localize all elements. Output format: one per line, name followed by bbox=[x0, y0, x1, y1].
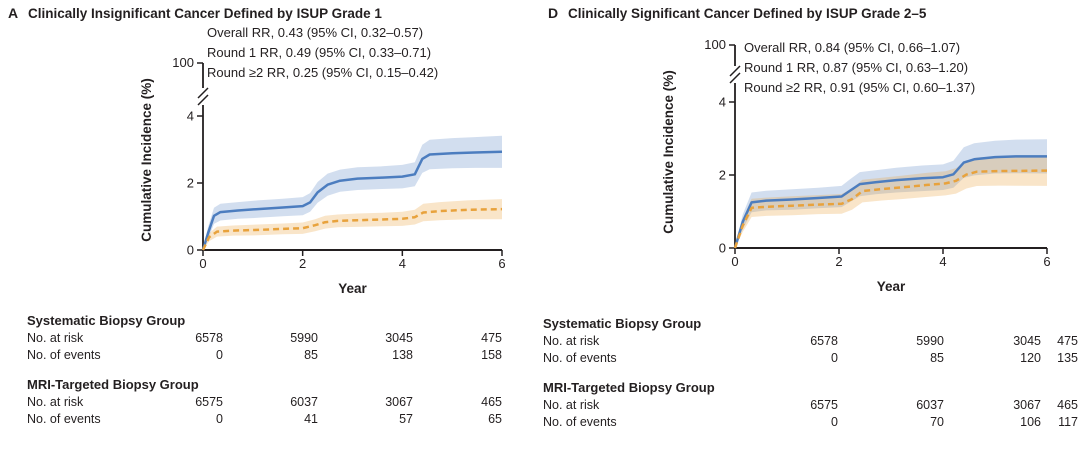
mri-targeted-curve bbox=[733, 169, 1048, 249]
panel-a-chart: 0 2 4 100 0 2 4 6 Year Cumulative Incidence (%) Ov… bbox=[139, 25, 506, 296]
risk-row-label: No. at risk bbox=[27, 331, 84, 345]
panel-d: D Clinically Significant Cancer Defined b… bbox=[540, 0, 1080, 454]
risk-value: 117 bbox=[1058, 415, 1078, 429]
panel-d-heading: Clinically Significant Cancer Defined by… bbox=[568, 6, 927, 21]
x-tick-label: 0 bbox=[199, 256, 206, 271]
panel-d-chart: 0 2 4 100 0 2 4 6 Year Cumulative Incidence (%) Ov… bbox=[661, 37, 1051, 294]
axis-break-slash bbox=[197, 87, 209, 99]
y-tick-label: 4 bbox=[719, 95, 726, 110]
risk-value: 6037 bbox=[916, 398, 944, 412]
risk-row-label: No. at risk bbox=[27, 395, 84, 409]
y-tick-label: 2 bbox=[187, 176, 194, 191]
risk-value: 3067 bbox=[385, 395, 413, 409]
risk-value: 6578 bbox=[810, 334, 838, 348]
risk-value: 106 bbox=[1020, 415, 1041, 429]
risk-value: 3045 bbox=[385, 331, 413, 345]
y-tick-label-100: 100 bbox=[172, 55, 194, 70]
risk-value: 465 bbox=[1057, 398, 1078, 412]
risk-value: 70 bbox=[930, 415, 944, 429]
risk-row-label: No. of events bbox=[543, 351, 617, 365]
x-tick-label: 6 bbox=[498, 256, 505, 271]
panel-a-title: A Clinically Insignificant Cancer Defined… bbox=[8, 5, 382, 21]
risk-row-label: No. at risk bbox=[543, 398, 600, 412]
axis-break-slash bbox=[729, 65, 741, 77]
x-axis-title: Year bbox=[338, 281, 367, 296]
risk-value: 158 bbox=[481, 348, 502, 362]
risk-value: 0 bbox=[216, 348, 223, 362]
panel-d-risk-table: Systematic Biopsy Group No. at risk 6578 59… bbox=[540, 0, 1080, 454]
axis-break-gap bbox=[732, 66, 738, 83]
risk-row-label: No. of events bbox=[27, 412, 101, 426]
risk-row-label: No. at risk bbox=[543, 334, 600, 348]
y-tick-label: 0 bbox=[719, 241, 726, 256]
y-axis-title: Cumulative Incidence (%) bbox=[139, 78, 154, 242]
risk-value: 85 bbox=[930, 351, 944, 365]
panel-a-risk-table: Systematic Biopsy Group No. at risk 6578 59… bbox=[27, 313, 502, 426]
rr-annotation: Overall RR, 0.84 (95% CI, 0.66–1.07) bbox=[744, 40, 960, 55]
risk-value: 6037 bbox=[290, 395, 318, 409]
risk-value: 5990 bbox=[290, 331, 318, 345]
risk-value: 3045 bbox=[1013, 334, 1041, 348]
y-tick-label-100: 100 bbox=[704, 37, 726, 52]
mri-targeted-curve bbox=[201, 207, 503, 251]
x-tick-label: 4 bbox=[399, 256, 406, 271]
risk-value: 85 bbox=[304, 348, 318, 362]
risk-group-name: Systematic Biopsy Group bbox=[543, 316, 702, 331]
risk-group-name: Systematic Biopsy Group bbox=[27, 313, 186, 328]
rr-annotation: Round 1 RR, 0.49 (95% CI, 0.33–0.71) bbox=[207, 45, 431, 60]
risk-value: 120 bbox=[1020, 351, 1041, 365]
risk-value: 0 bbox=[831, 415, 838, 429]
risk-value: 138 bbox=[392, 348, 413, 362]
mri-targeted-confidence-band bbox=[203, 199, 502, 250]
systematic-confidence-band bbox=[203, 135, 502, 250]
axis-break-slash bbox=[197, 94, 209, 106]
axis-break-gap bbox=[200, 88, 206, 105]
mri-targeted-confidence-band bbox=[735, 155, 1047, 248]
rr-annotation: Round ≥2 RR, 0.91 (95% CI, 0.60–1.37) bbox=[744, 80, 975, 95]
risk-value: 465 bbox=[481, 395, 502, 409]
risk-value: 135 bbox=[1057, 351, 1078, 365]
panel-d-letter: D bbox=[548, 5, 559, 21]
y-tick-label: 0 bbox=[187, 243, 194, 258]
risk-group-name: MRI-Targeted Biopsy Group bbox=[27, 377, 199, 392]
systematic-curve bbox=[201, 150, 503, 251]
risk-value: 3067 bbox=[1013, 398, 1041, 412]
x-axis-title: Year bbox=[877, 279, 906, 294]
risk-value: 6575 bbox=[195, 395, 223, 409]
y-tick-label: 2 bbox=[719, 168, 726, 183]
rr-annotation: Overall RR, 0.43 (95% CI, 0.32–0.57) bbox=[207, 25, 423, 40]
risk-value: 0 bbox=[831, 351, 838, 365]
risk-value: 5990 bbox=[916, 334, 944, 348]
panel-d-title: D Clinically Significant Cancer Defined b… bbox=[548, 5, 926, 21]
panel-a-letter: A bbox=[8, 5, 19, 21]
panel-a-heading: Clinically Insignificant Cancer Defined … bbox=[28, 6, 382, 21]
rr-annotation: Round 1 RR, 0.87 (95% CI, 0.63–1.20) bbox=[744, 60, 968, 75]
risk-value: 65 bbox=[488, 412, 502, 426]
systematic-curve bbox=[733, 155, 1047, 249]
y-axis-title: Cumulative Incidence (%) bbox=[661, 70, 676, 234]
systematic-confidence-band bbox=[735, 139, 1047, 248]
panel-a: A Clinically Insignificant Cancer Defined… bbox=[8, 5, 506, 426]
risk-row-label: No. of events bbox=[27, 348, 101, 362]
risk-group-name: MRI-Targeted Biopsy Group bbox=[543, 380, 715, 395]
x-tick-label: 2 bbox=[299, 256, 306, 271]
risk-value: 6578 bbox=[195, 331, 223, 345]
risk-value: 57 bbox=[399, 412, 413, 426]
y-tick-label: 4 bbox=[187, 109, 194, 124]
risk-value: 6575 bbox=[810, 398, 838, 412]
risk-row-label: No. of events bbox=[543, 415, 617, 429]
risk-value: 0 bbox=[216, 412, 223, 426]
risk-value: 475 bbox=[1057, 334, 1078, 348]
x-tick-label: 2 bbox=[835, 254, 842, 269]
risk-value: 41 bbox=[304, 412, 318, 426]
x-tick-label: 6 bbox=[1043, 254, 1050, 269]
risk-value: 475 bbox=[481, 331, 502, 345]
rr-annotation: Round ≥2 RR, 0.25 (95% CI, 0.15–0.42) bbox=[207, 65, 438, 80]
x-tick-label: 0 bbox=[731, 254, 738, 269]
x-tick-label: 4 bbox=[939, 254, 946, 269]
axis-break-slash bbox=[729, 72, 741, 84]
